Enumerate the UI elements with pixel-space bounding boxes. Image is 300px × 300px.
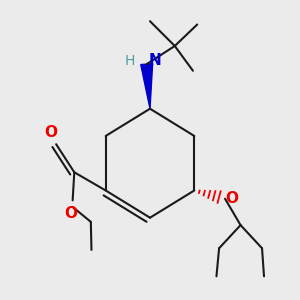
Text: O: O (45, 125, 58, 140)
Text: N: N (148, 53, 161, 68)
Text: O: O (64, 206, 77, 221)
Text: H: H (124, 54, 135, 68)
Polygon shape (141, 64, 153, 109)
Text: O: O (225, 191, 238, 206)
